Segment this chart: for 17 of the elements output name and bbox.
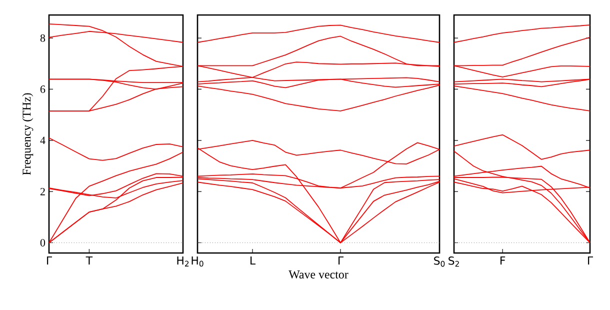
x-tick-label: F: [500, 256, 506, 265]
y-tick-label: 0: [40, 239, 46, 246]
x-tick-label: Γ: [338, 256, 344, 265]
x-tick-label: S$_{0}$: [434, 256, 445, 267]
x-tick-label: H$_{2}$: [177, 256, 189, 266]
y-tick-label: 2: [40, 188, 45, 196]
x-tick-label: S$_{2}$: [448, 256, 459, 267]
x-tick-label: T: [86, 256, 93, 265]
y-tick-label: 4: [40, 136, 46, 144]
y-tick-label: 8: [40, 34, 46, 42]
x-tick-label: H$_{0}$: [192, 256, 204, 267]
y-axis-title: Frequency (THz): [22, 93, 34, 175]
x-tick-label: Γ: [588, 256, 593, 265]
y-tick-label: 6: [40, 86, 46, 93]
x-axis-title: Wave vector: [288, 270, 348, 279]
x-tick-label: Γ: [47, 256, 52, 265]
x-tick-label: L: [250, 256, 256, 265]
